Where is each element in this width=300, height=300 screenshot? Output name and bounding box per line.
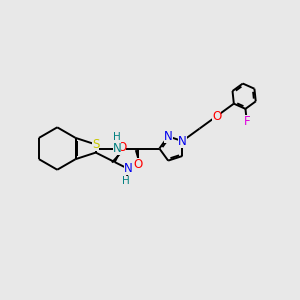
Text: N: N — [124, 162, 133, 176]
Text: N: N — [178, 135, 187, 148]
Text: H: H — [113, 132, 121, 142]
Text: F: F — [244, 115, 250, 128]
Text: N: N — [112, 142, 121, 155]
Text: S: S — [92, 138, 100, 151]
Text: N: N — [164, 130, 172, 143]
Text: O: O — [134, 158, 143, 171]
Text: O: O — [117, 141, 127, 154]
Text: H: H — [122, 176, 130, 187]
Text: O: O — [212, 110, 221, 123]
